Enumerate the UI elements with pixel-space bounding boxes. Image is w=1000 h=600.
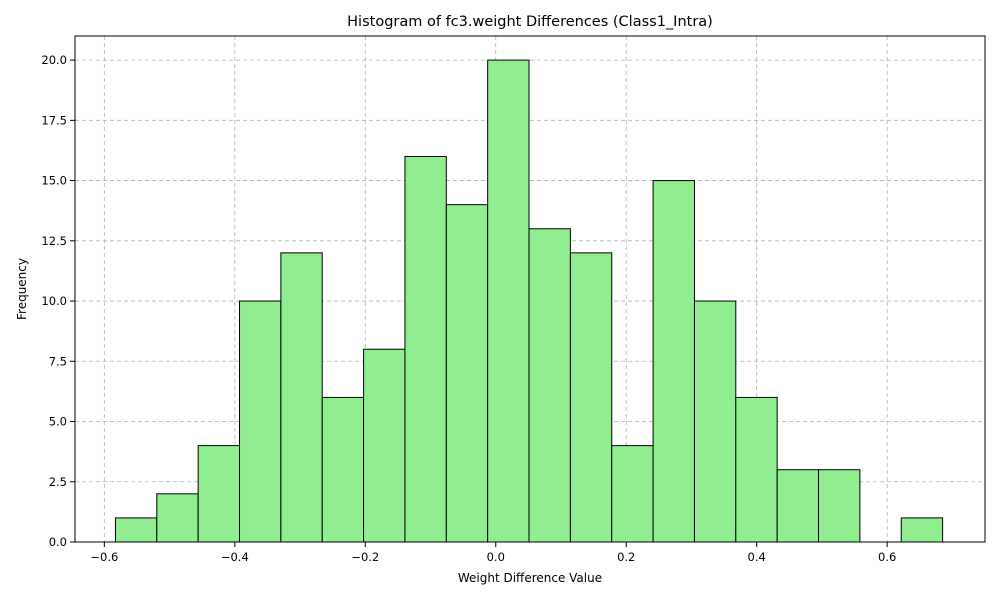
tick-layer: −0.6 −0.4 −0.2 0.0 0.2 0.4 0.6 0.0 2.5 5.0 7.5 10.0… bbox=[41, 53, 896, 564]
histogram-bar bbox=[611, 445, 654, 543]
x-tick-label: 0.2 bbox=[617, 550, 635, 564]
chart-title: Histogram of fc3.weight Differences (Cla… bbox=[347, 14, 713, 30]
x-tick-label: 0.6 bbox=[878, 550, 896, 564]
x-tick-label: 0.0 bbox=[487, 550, 505, 564]
histogram-bar bbox=[156, 493, 199, 543]
y-tick-label: 20.0 bbox=[41, 53, 67, 67]
y-tick-label: 7.5 bbox=[49, 354, 67, 368]
y-tick-label: 12.5 bbox=[41, 234, 67, 248]
y-tick-label: 0.0 bbox=[49, 535, 67, 549]
histogram-bar bbox=[239, 300, 282, 543]
x-tick-label: −0.6 bbox=[90, 550, 118, 564]
x-axis-label: Weight Difference Value bbox=[458, 571, 602, 585]
histogram-bar bbox=[363, 348, 406, 543]
x-tick-label: −0.4 bbox=[221, 550, 249, 564]
histogram-bar bbox=[776, 469, 820, 543]
y-tick-label: 15.0 bbox=[41, 174, 67, 188]
x-tick-label: −0.2 bbox=[351, 550, 379, 564]
plot-frame bbox=[74, 35, 986, 543]
histogram-bar bbox=[569, 252, 613, 543]
histogram-bar bbox=[445, 204, 489, 543]
histogram-bar bbox=[487, 59, 530, 543]
histogram-bar bbox=[652, 180, 695, 543]
histogram-bar bbox=[280, 252, 323, 543]
bar-layer bbox=[114, 59, 944, 543]
histogram-bar bbox=[404, 155, 447, 543]
y-tick-label: 10.0 bbox=[41, 294, 67, 308]
histogram-bar bbox=[197, 445, 241, 543]
x-tick-label: 0.4 bbox=[748, 550, 766, 564]
histogram-bar bbox=[693, 300, 737, 543]
histogram-bar bbox=[818, 469, 861, 543]
histogram-bar bbox=[114, 517, 158, 543]
histogram-bar bbox=[528, 228, 571, 543]
y-tick-label: 17.5 bbox=[41, 113, 67, 127]
histogram-bar bbox=[735, 396, 778, 543]
y-tick-label: 5.0 bbox=[49, 415, 67, 429]
y-axis-label: Frequency bbox=[15, 258, 29, 320]
y-tick-label: 2.5 bbox=[49, 475, 67, 489]
histogram-bar bbox=[321, 396, 365, 543]
histogram-bar bbox=[900, 517, 944, 543]
